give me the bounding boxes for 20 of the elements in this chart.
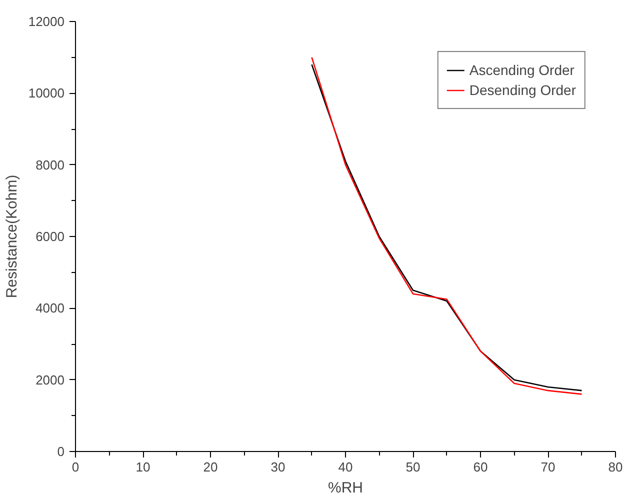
y-tick-label: 6000: [36, 229, 64, 244]
x-tick-label: 10: [136, 460, 150, 474]
y-axis-title: Resistance(Kohm): [3, 174, 20, 298]
y-tick-label: 8000: [36, 157, 64, 172]
x-tick-label: 40: [338, 460, 353, 474]
legend-label: Ascending Order: [469, 62, 574, 78]
x-axis-title: %RH: [328, 480, 364, 496]
x-tick-label: 30: [270, 460, 286, 474]
x-tick-label: 50: [406, 460, 420, 474]
y-tick-label: 0: [57, 444, 65, 459]
x-tick-label: 20: [203, 460, 218, 474]
y-tick-label: 4000: [36, 300, 64, 316]
y-tick-label: 2000: [36, 372, 64, 388]
x-tick-label: 70: [540, 460, 556, 474]
x-tick-label: 60: [473, 460, 488, 474]
x-tick-label: 0: [72, 460, 80, 474]
x-tick-label: 80: [608, 460, 623, 474]
y-tick-label: 10000: [28, 86, 65, 101]
y-tick-label: 12000: [28, 14, 65, 29]
legend-label: Desending Order: [469, 82, 576, 98]
